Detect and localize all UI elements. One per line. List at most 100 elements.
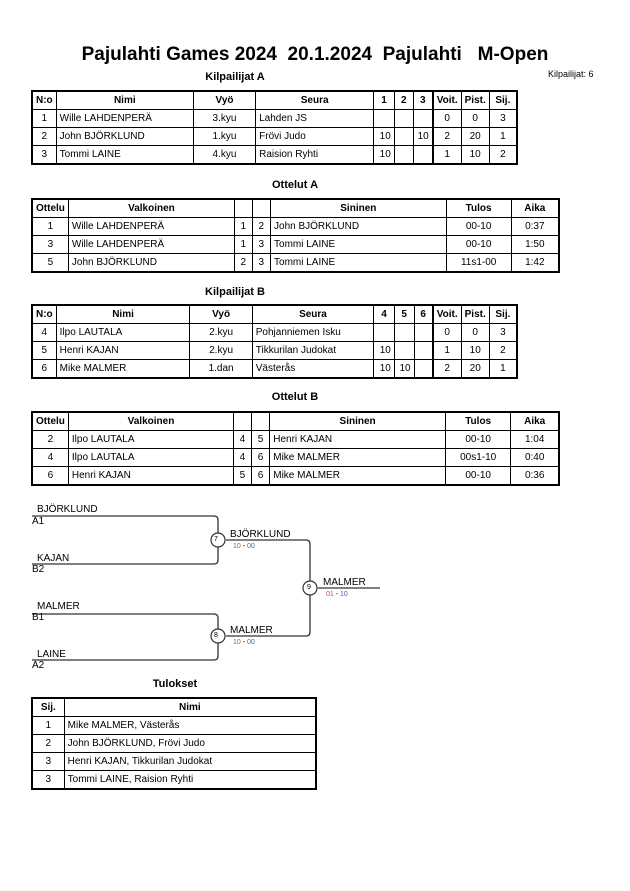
table-cell: 10 <box>412 127 434 146</box>
table-cell: 1.dan <box>189 359 253 379</box>
match-number: 7 <box>214 536 218 543</box>
table-cell: Tommi LAINE <box>270 253 447 273</box>
table-cell: Raision Ryhti <box>255 145 375 165</box>
table-row: 1 Wille LAHDENPERÄ 3.kyu Lahden JS 0 0 3 <box>31 109 518 128</box>
table-cell: 2 <box>431 359 462 379</box>
bracket-seed: B1 <box>32 612 45 623</box>
table-cell <box>413 323 434 342</box>
column-header: Aika <box>510 198 560 218</box>
table-cell: 2 <box>31 734 65 753</box>
table-cell: 6 <box>31 466 69 486</box>
column-header <box>234 198 253 218</box>
table-cell: 2 <box>31 430 69 449</box>
table-row: 2 Ilpo LAUTALA 4 5 Henri KAJAN 00-10 1:04 <box>31 430 560 449</box>
column-header: Ottelu <box>31 411 69 431</box>
column-header: Sij. <box>488 90 518 110</box>
column-header <box>250 411 271 431</box>
table-cell: 2 <box>234 253 253 273</box>
table-cell <box>393 323 415 342</box>
table-cell: 3 <box>251 235 272 254</box>
table-cell: 2.kyu <box>189 323 253 342</box>
table-cell: 0 <box>431 109 462 128</box>
table-cell: 11s1-00 <box>445 253 512 273</box>
bracket-seed: B2 <box>32 564 45 575</box>
table-cell: 0:36 <box>510 466 560 486</box>
semi-winner: MALMER <box>230 625 273 636</box>
table-cell: 4 <box>31 323 57 342</box>
table-cell: 2 <box>31 127 57 146</box>
table-row: 3 Wille LAHDENPERÄ 1 3 Tommi LAINE 00-10 1:50 <box>31 235 560 254</box>
score: 01 <box>326 591 334 598</box>
column-header: Pist. <box>460 304 490 324</box>
match-7-circle <box>210 532 226 548</box>
table-cell: Mike MALMER, Västerås <box>63 716 317 735</box>
column-header: Ottelu <box>31 198 69 218</box>
table-cell: 10 <box>460 341 490 360</box>
table-cell: 0 <box>460 323 490 342</box>
table-cell: John BJÖRKLUND <box>55 127 194 146</box>
matches-a-table: Ottelu Valkoinen Sininen Tulos Aika 1 Wille LA… <box>31 198 560 273</box>
score: 00 <box>247 639 255 646</box>
table-cell: Pohjanniemen Isku <box>251 323 375 342</box>
column-header: Pist. <box>460 90 490 110</box>
matches-b-title: Ottelut B <box>271 391 319 403</box>
table-cell: 3 <box>31 235 69 254</box>
table-cell: 3 <box>251 253 272 273</box>
table-cell: Tommi LAINE <box>270 235 447 254</box>
table-row: 2 John BJÖRKLUND, Frövi Judo <box>31 734 317 753</box>
table-cell: 10 <box>373 359 395 379</box>
table-cell: Henri KAJAN <box>269 430 446 449</box>
match-8-circle <box>210 628 226 644</box>
table-cell: 20 <box>460 359 490 379</box>
table-cell: 00s1-10 <box>444 448 512 467</box>
table-cell: 0:37 <box>510 217 560 236</box>
score: 10 <box>233 639 241 646</box>
column-header: Sininen <box>269 411 446 431</box>
table-cell: Wille LAHDENPERÄ <box>67 217 236 236</box>
table-cell: 1 <box>488 359 518 379</box>
table-cell: 0 <box>431 323 462 342</box>
column-header: Vyö <box>192 90 257 110</box>
match-number: 8 <box>214 632 218 639</box>
table-cell <box>413 341 434 360</box>
column-header: 3 <box>412 90 434 110</box>
column-header: Seura <box>255 90 375 110</box>
table-cell: 3 <box>31 145 57 165</box>
table-cell: Ilpo LAUTALA <box>67 430 235 449</box>
match-9-circle <box>302 580 318 596</box>
table-cell: 10 <box>393 359 415 379</box>
table-cell: 2 <box>488 341 518 360</box>
column-header: 1 <box>373 90 395 110</box>
table-cell: 5 <box>233 466 252 486</box>
column-header: 2 <box>393 90 414 110</box>
table-cell: 10 <box>460 145 490 165</box>
table-cell: 4 <box>31 448 69 467</box>
table-cell: 4 <box>233 448 252 467</box>
table-cell: 1 <box>31 109 57 128</box>
table-row: 1 Mike MALMER, Västerås <box>31 716 317 735</box>
table-row: 3 Tommi LAINE 4.kyu Raision Ryhti 10 1 10 2 <box>31 145 518 165</box>
column-header: Seura <box>251 304 375 324</box>
semi-winner: BJÖRKLUND <box>230 529 291 540</box>
table-row: 6 Mike MALMER 1.dan Västerås 10 10 2 20 1 <box>31 359 518 379</box>
table-cell <box>393 341 415 360</box>
table-cell: 20 <box>460 127 490 146</box>
column-header: Voit. <box>431 90 462 110</box>
final-winner: MALMER <box>323 577 366 588</box>
table-cell: 00-10 <box>444 430 512 449</box>
bracket-entry: KAJAN <box>37 553 70 564</box>
table-cell: Wille LAHDENPERÄ <box>67 235 236 254</box>
column-header: Voit. <box>431 304 462 324</box>
table-cell: Tikkurilan Judokat <box>251 341 375 360</box>
pool-a-title: Kilpailijat A <box>205 71 265 83</box>
table-cell <box>412 145 434 165</box>
table-cell: 3 <box>31 752 65 771</box>
table-cell: Mike MALMER <box>269 448 446 467</box>
table-cell: 4 <box>233 430 252 449</box>
table-cell: 3 <box>488 109 518 128</box>
bracket-entry: BJÖRKLUND <box>37 504 98 515</box>
table-cell: 00-10 <box>444 466 512 486</box>
table-cell: Henri KAJAN <box>67 466 235 486</box>
pool-b-table: N:o Nimi Vyö Seura 4 5 6 Voit. Pist. Sij. 4 Ilpo LA… <box>31 304 518 379</box>
